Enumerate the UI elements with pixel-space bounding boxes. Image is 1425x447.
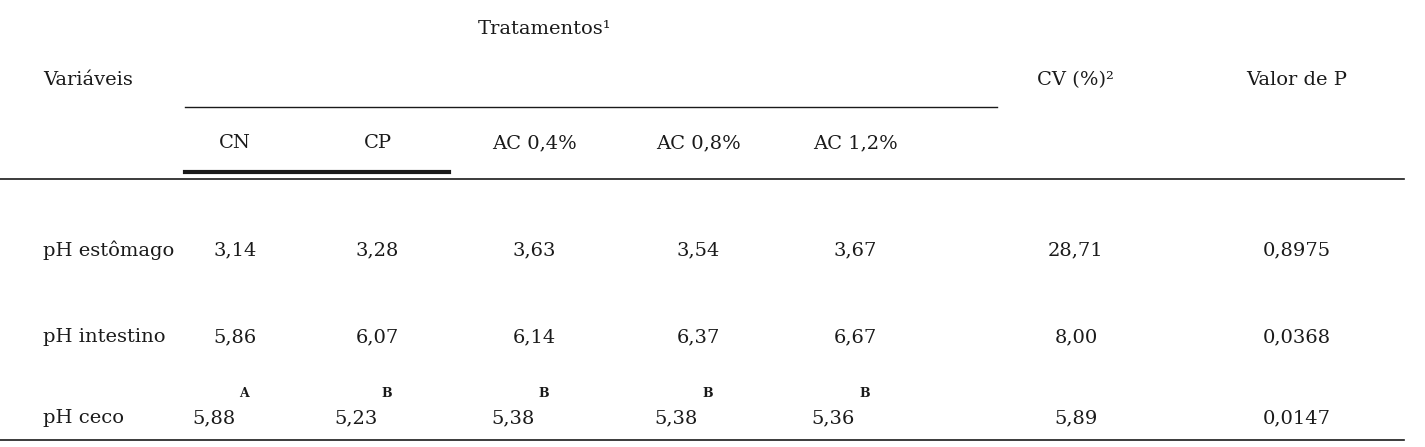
Text: pH intestino: pH intestino: [43, 329, 165, 346]
Text: 0,0147: 0,0147: [1263, 409, 1331, 427]
Text: 5,36: 5,36: [812, 409, 855, 427]
Text: 0,0368: 0,0368: [1263, 329, 1331, 346]
Text: 5,23: 5,23: [335, 409, 378, 427]
Text: 5,88: 5,88: [192, 409, 235, 427]
Text: CP: CP: [363, 134, 392, 152]
Text: 3,63: 3,63: [513, 241, 556, 259]
Text: 6,67: 6,67: [834, 329, 876, 346]
Text: 28,71: 28,71: [1047, 241, 1104, 259]
Text: AC 1,2%: AC 1,2%: [812, 134, 898, 152]
Text: A: A: [239, 387, 249, 400]
Text: pH estômago: pH estômago: [43, 240, 174, 260]
Text: 3,14: 3,14: [214, 241, 256, 259]
Text: 6,14: 6,14: [513, 329, 556, 346]
Text: 5,86: 5,86: [214, 329, 256, 346]
Text: 6,07: 6,07: [356, 329, 399, 346]
Text: 5,38: 5,38: [492, 409, 534, 427]
Text: AC 0,4%: AC 0,4%: [492, 134, 577, 152]
Text: B: B: [382, 387, 392, 400]
Text: B: B: [859, 387, 869, 400]
Text: Tratamentos¹: Tratamentos¹: [479, 20, 611, 38]
Text: CV (%)²: CV (%)²: [1037, 72, 1114, 89]
Text: B: B: [703, 387, 712, 400]
Text: Valor de P: Valor de P: [1247, 72, 1347, 89]
Text: 3,28: 3,28: [356, 241, 399, 259]
Text: 3,54: 3,54: [677, 241, 720, 259]
Text: 5,38: 5,38: [656, 409, 698, 427]
Text: 5,89: 5,89: [1054, 409, 1097, 427]
Text: 3,67: 3,67: [834, 241, 876, 259]
Text: B: B: [539, 387, 549, 400]
Text: 0,8975: 0,8975: [1263, 241, 1331, 259]
Text: 6,37: 6,37: [677, 329, 720, 346]
Text: CN: CN: [219, 134, 251, 152]
Text: Variáveis: Variáveis: [43, 72, 133, 89]
Text: AC 0,8%: AC 0,8%: [656, 134, 741, 152]
Text: 8,00: 8,00: [1054, 329, 1097, 346]
Text: pH ceco: pH ceco: [43, 409, 124, 427]
